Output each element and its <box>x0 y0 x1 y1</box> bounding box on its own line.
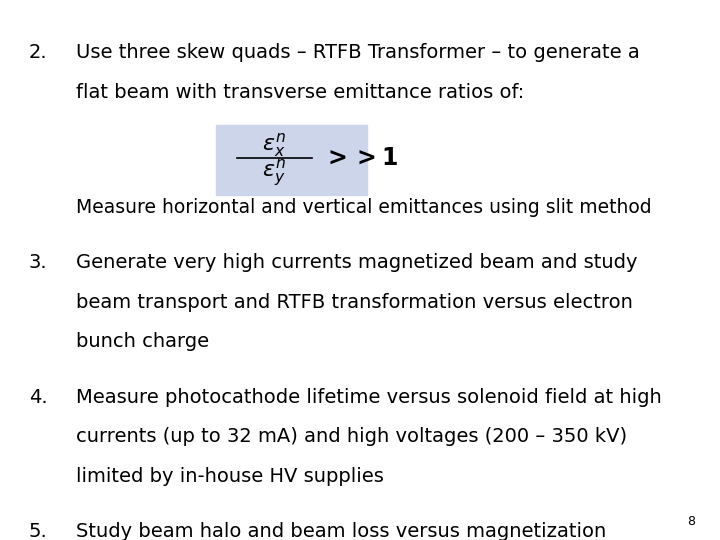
Text: Measure horizontal and vertical emittances using slit method: Measure horizontal and vertical emittanc… <box>76 198 651 217</box>
Text: $\varepsilon_y^n$: $\varepsilon_y^n$ <box>262 158 287 189</box>
Text: limited by in-house HV supplies: limited by in-house HV supplies <box>76 467 384 485</box>
Text: 3.: 3. <box>29 253 48 272</box>
Text: bunch charge: bunch charge <box>76 332 209 351</box>
Text: Use three skew quads – RTFB Transformer – to generate a: Use three skew quads – RTFB Transformer … <box>76 43 639 62</box>
Text: beam transport and RTFB transformation versus electron: beam transport and RTFB transformation v… <box>76 293 632 312</box>
Text: 5.: 5. <box>29 522 48 540</box>
Text: $\varepsilon_x^n$: $\varepsilon_x^n$ <box>262 131 287 159</box>
Text: 2.: 2. <box>29 43 48 62</box>
FancyBboxPatch shape <box>216 125 367 195</box>
Text: Measure photocathode lifetime versus solenoid field at high: Measure photocathode lifetime versus sol… <box>76 388 662 407</box>
Text: currents (up to 32 mA) and high voltages (200 – 350 kV): currents (up to 32 mA) and high voltages… <box>76 427 626 446</box>
Text: 4.: 4. <box>29 388 48 407</box>
Text: Generate very high currents magnetized beam and study: Generate very high currents magnetized b… <box>76 253 637 272</box>
Text: $\mathbf{>> 1}$: $\mathbf{>> 1}$ <box>323 146 398 170</box>
Text: Study beam halo and beam loss versus magnetization: Study beam halo and beam loss versus mag… <box>76 522 606 540</box>
Text: flat beam with transverse emittance ratios of:: flat beam with transverse emittance rati… <box>76 83 524 102</box>
Text: 8: 8 <box>687 515 695 528</box>
